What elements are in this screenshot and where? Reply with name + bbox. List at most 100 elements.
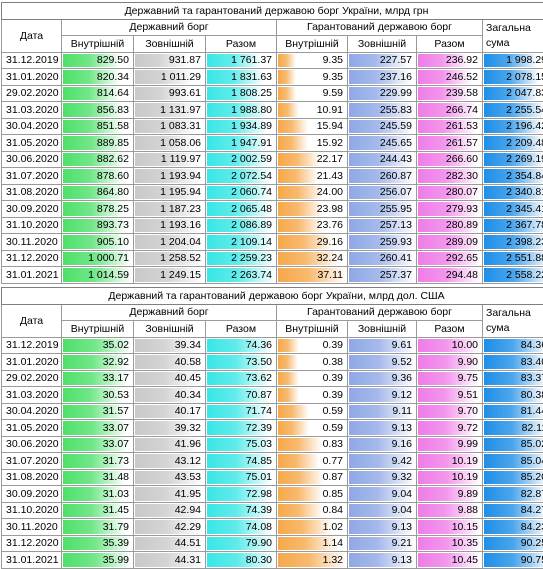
sum-cell: 79.90	[206, 535, 277, 552]
guar-sum-value: 280.07	[446, 186, 478, 198]
sum-cell: 74.85	[206, 453, 277, 470]
external-cell: 1 249.15	[134, 267, 206, 284]
guar-domestic-value: 0.39	[323, 339, 343, 351]
guar-external-cell: 9.52	[348, 354, 417, 371]
sub-header-external: Зовнішній	[134, 36, 206, 53]
guar-external-cell: 255.83	[348, 102, 417, 119]
guar-domestic-cell: 0.83	[277, 436, 348, 453]
domestic-value: 31.48	[103, 471, 129, 483]
guar-sum-cell: 10.19	[417, 469, 483, 486]
domestic-value: 889.85	[97, 137, 129, 149]
sum-value: 1 988.80	[231, 104, 272, 116]
date-cell: 31.07.2020	[2, 453, 62, 470]
sum-cell: 74.08	[206, 519, 277, 536]
guar-domestic-data-bar	[278, 87, 296, 101]
sub-header-sum: Разом	[417, 321, 483, 338]
guar-sum-cell: 236.92	[417, 52, 483, 69]
guar-domestic-value: 0.38	[323, 356, 343, 368]
domestic-cell: 851.58	[62, 118, 134, 135]
sum-cell: 71.74	[206, 403, 277, 420]
sum-value: 1 947.91	[231, 137, 272, 149]
external-value: 1 258.52	[160, 252, 201, 264]
total-cell: 83.40	[483, 354, 543, 371]
total-value: 82.87	[521, 488, 543, 500]
guar-external-cell: 260.41	[348, 250, 417, 267]
sum-cell: 73.62	[206, 370, 277, 387]
total-cell: 85.02	[483, 436, 543, 453]
sum-value: 1 761.37	[231, 54, 272, 66]
guar-domestic-cell: 32.24	[277, 250, 348, 267]
guar-sum-cell: 10.35	[417, 535, 483, 552]
domestic-value: 893.73	[97, 219, 129, 231]
date-cell: 31.12.2020	[2, 535, 62, 552]
guar-domestic-data-bar	[278, 70, 296, 84]
guar-external-cell: 227.57	[348, 52, 417, 69]
domestic-cell: 1 000.71	[62, 250, 134, 267]
guar-external-cell: 9.11	[348, 403, 417, 420]
domestic-cell: 30.53	[62, 387, 134, 404]
sum-value: 2 002.59	[231, 153, 272, 165]
sum-cell: 75.01	[206, 469, 277, 486]
date-cell: 29.02.2020	[2, 370, 62, 387]
total-cell: 2 078.15	[483, 69, 543, 86]
external-value: 43.53	[175, 471, 201, 483]
external-cell: 993.61	[134, 85, 206, 102]
external-value: 1 119.97	[161, 153, 201, 165]
sum-value: 75.01	[246, 471, 272, 483]
guar-external-cell: 259.93	[348, 234, 417, 251]
external-value: 42.94	[175, 504, 201, 516]
guar-external-cell: 9.36	[348, 370, 417, 387]
sub-header-external: Зовнішній	[348, 321, 417, 338]
total-value: 2 354.84	[506, 170, 543, 182]
domestic-value: 35.02	[103, 339, 129, 351]
guar-sum-cell: 9.70	[417, 403, 483, 420]
domestic-cell: 31.48	[62, 469, 134, 486]
sum-cell: 2 002.59	[206, 151, 277, 168]
domestic-value: 878.25	[97, 203, 129, 215]
guar-domestic-cell: 9.59	[277, 85, 348, 102]
sum-value: 2 072.54	[231, 170, 272, 182]
date-header: Дата	[2, 304, 62, 337]
domestic-cell: 820.34	[62, 69, 134, 86]
sub-header-domestic: Внутрішній	[277, 36, 348, 53]
guar-external-cell: 9.16	[348, 436, 417, 453]
domestic-cell: 882.62	[62, 151, 134, 168]
guar-domestic-value: 9.35	[323, 54, 343, 66]
external-value: 44.51	[175, 537, 201, 549]
sum-cell: 1 947.91	[206, 135, 277, 152]
external-cell: 40.34	[134, 387, 206, 404]
guar-external-value: 259.93	[380, 236, 412, 248]
domestic-value: 33.17	[103, 372, 129, 384]
guar-external-value: 9.11	[392, 405, 412, 417]
total-cell: 85.04	[483, 453, 543, 470]
guar-domestic-cell: 0.39	[277, 337, 348, 354]
guar-sum-cell: 9.90	[417, 354, 483, 371]
domestic-value: 32.92	[103, 356, 129, 368]
guar-sum-value: 10.15	[452, 521, 478, 533]
guar-external-value: 260.87	[380, 170, 412, 182]
external-cell: 1 011.29	[134, 69, 206, 86]
external-cell: 1 258.52	[134, 250, 206, 267]
guar-external-cell: 9.12	[348, 387, 417, 404]
guar-sum-value: 9.89	[458, 488, 478, 500]
total-cell: 90.25	[483, 535, 543, 552]
guar-external-value: 229.99	[380, 87, 412, 99]
total-cell: 1 998.29	[483, 52, 543, 69]
domestic-cell: 905.10	[62, 234, 134, 251]
total-cell: 2 551.88	[483, 250, 543, 267]
guar-external-cell: 245.65	[348, 135, 417, 152]
guar-domestic-cell: 21.43	[277, 168, 348, 185]
guar-domestic-cell: 0.87	[277, 469, 348, 486]
external-cell: 39.32	[134, 420, 206, 437]
guar-sum-value: 294.48	[446, 269, 478, 281]
date-cell: 31.01.2020	[2, 69, 62, 86]
domestic-cell: 829.50	[62, 52, 134, 69]
guar-domestic-value: 37.11	[318, 269, 344, 281]
external-cell: 41.95	[134, 486, 206, 503]
guar-external-value: 9.13	[392, 422, 412, 434]
